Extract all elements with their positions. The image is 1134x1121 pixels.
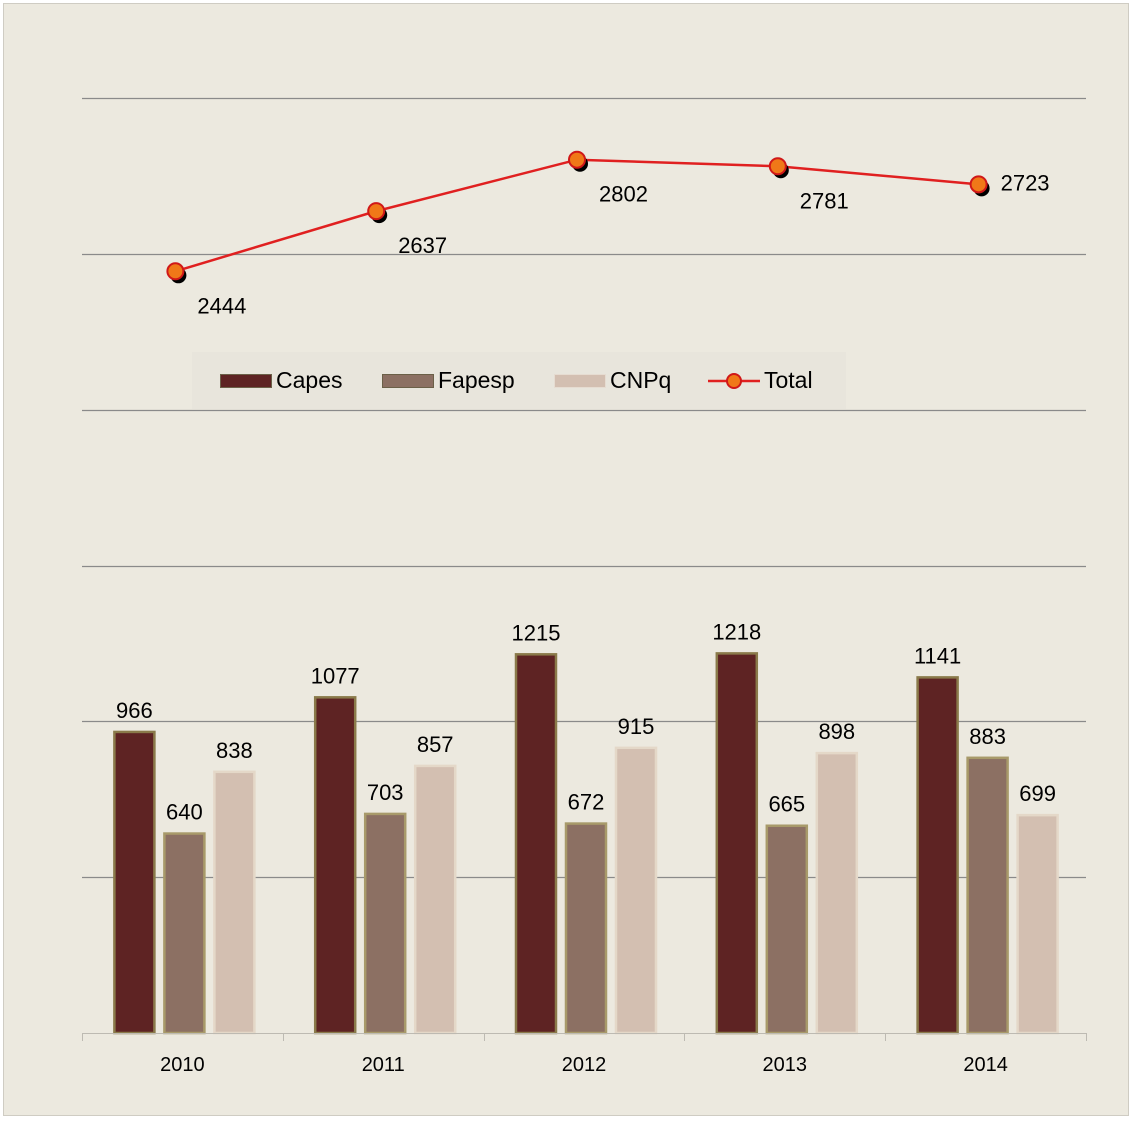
bar-capes [514,653,558,1035]
legend-swatch-capes [220,373,272,388]
legend-label-capes: Capes [276,367,343,393]
total-value-label: 2444 [197,293,246,318]
total-marker [768,157,787,176]
x-tick-label: 2012 [562,1054,607,1076]
bar-fapesp [363,812,407,1035]
chart-frame: 966 640 838 1077 703 857 1215 672 915 1218 665 898 1… [3,3,1129,1116]
total-marker [166,262,185,281]
bar-value-label: 703 [367,780,404,805]
legend-item-capes: Capes [220,352,342,409]
bar-value-label: 1141 [914,643,961,668]
bar-cnpq [1016,813,1059,1035]
total-marker [969,175,988,194]
bar-value-label: 699 [1019,781,1056,806]
legend-label-cnpq: CNPq [610,367,672,393]
total-marker [568,150,586,169]
bar-value-label: 1215 [512,620,561,645]
legend-item-total: Total [708,352,813,409]
bar-fapesp [564,822,608,1035]
legend-swatch-total [708,372,760,389]
legend-label-total: Total [764,367,813,393]
x-tick-label: 2011 [362,1054,405,1076]
bar-fapesp [765,824,809,1035]
bars-group: 966 640 838 1077 703 857 1215 672 915 1218 665 898 1… [113,619,1059,1035]
total-value-label: 2802 [599,182,648,207]
bar-cnpq [815,751,859,1035]
legend-item-fapesp: Fapesp [382,352,515,409]
total-value-label: 2781 [800,188,849,213]
bar-value-label: 915 [618,714,655,739]
bar-value-label: 640 [166,800,203,825]
legend-item-cnpq: CNPq [554,352,671,409]
x-tick-label: 2010 [160,1054,205,1076]
bar-value-label: 1218 [712,619,761,644]
bar-value-label: 898 [818,719,855,744]
bar-capes [313,696,357,1035]
legend-label-fapesp: Fapesp [438,367,515,393]
legend-swatch-cnpq [554,373,606,388]
bar-fapesp [163,832,206,1035]
x-tick-label: 2013 [763,1054,808,1076]
total-value-label: 2637 [398,233,447,258]
total-value-label: 2723 [1001,170,1050,195]
bar-value-label: 672 [568,790,605,815]
bar-cnpq [213,770,256,1035]
bar-value-label: 857 [417,732,454,757]
total-line-group: 2444 2637 2802 2781 2723 [166,150,1050,318]
bar-cnpq [413,764,457,1035]
bar-value-label: 883 [969,724,1006,749]
bar-capes [715,652,759,1035]
bar-cnpq [614,746,658,1035]
bar-capes [916,676,959,1035]
legend: Capes Fapesp CNPq Total [192,352,846,409]
legend-swatch-fapesp [382,373,434,388]
bar-value-label: 1077 [311,663,360,688]
bar-fapesp [966,756,1009,1035]
bar-value-label: 838 [216,738,253,763]
x-axis: 2010 2011 2012 2013 2014 [82,1033,1087,1076]
x-tick-label: 2014 [963,1054,1008,1076]
bar-value-label: 665 [768,792,805,817]
chart-canvas: 966 640 838 1077 703 857 1215 672 915 1218 665 898 1… [82,97,1087,1076]
total-marker [367,202,386,221]
bar-capes [113,730,156,1035]
bar-value-label: 966 [116,698,153,723]
